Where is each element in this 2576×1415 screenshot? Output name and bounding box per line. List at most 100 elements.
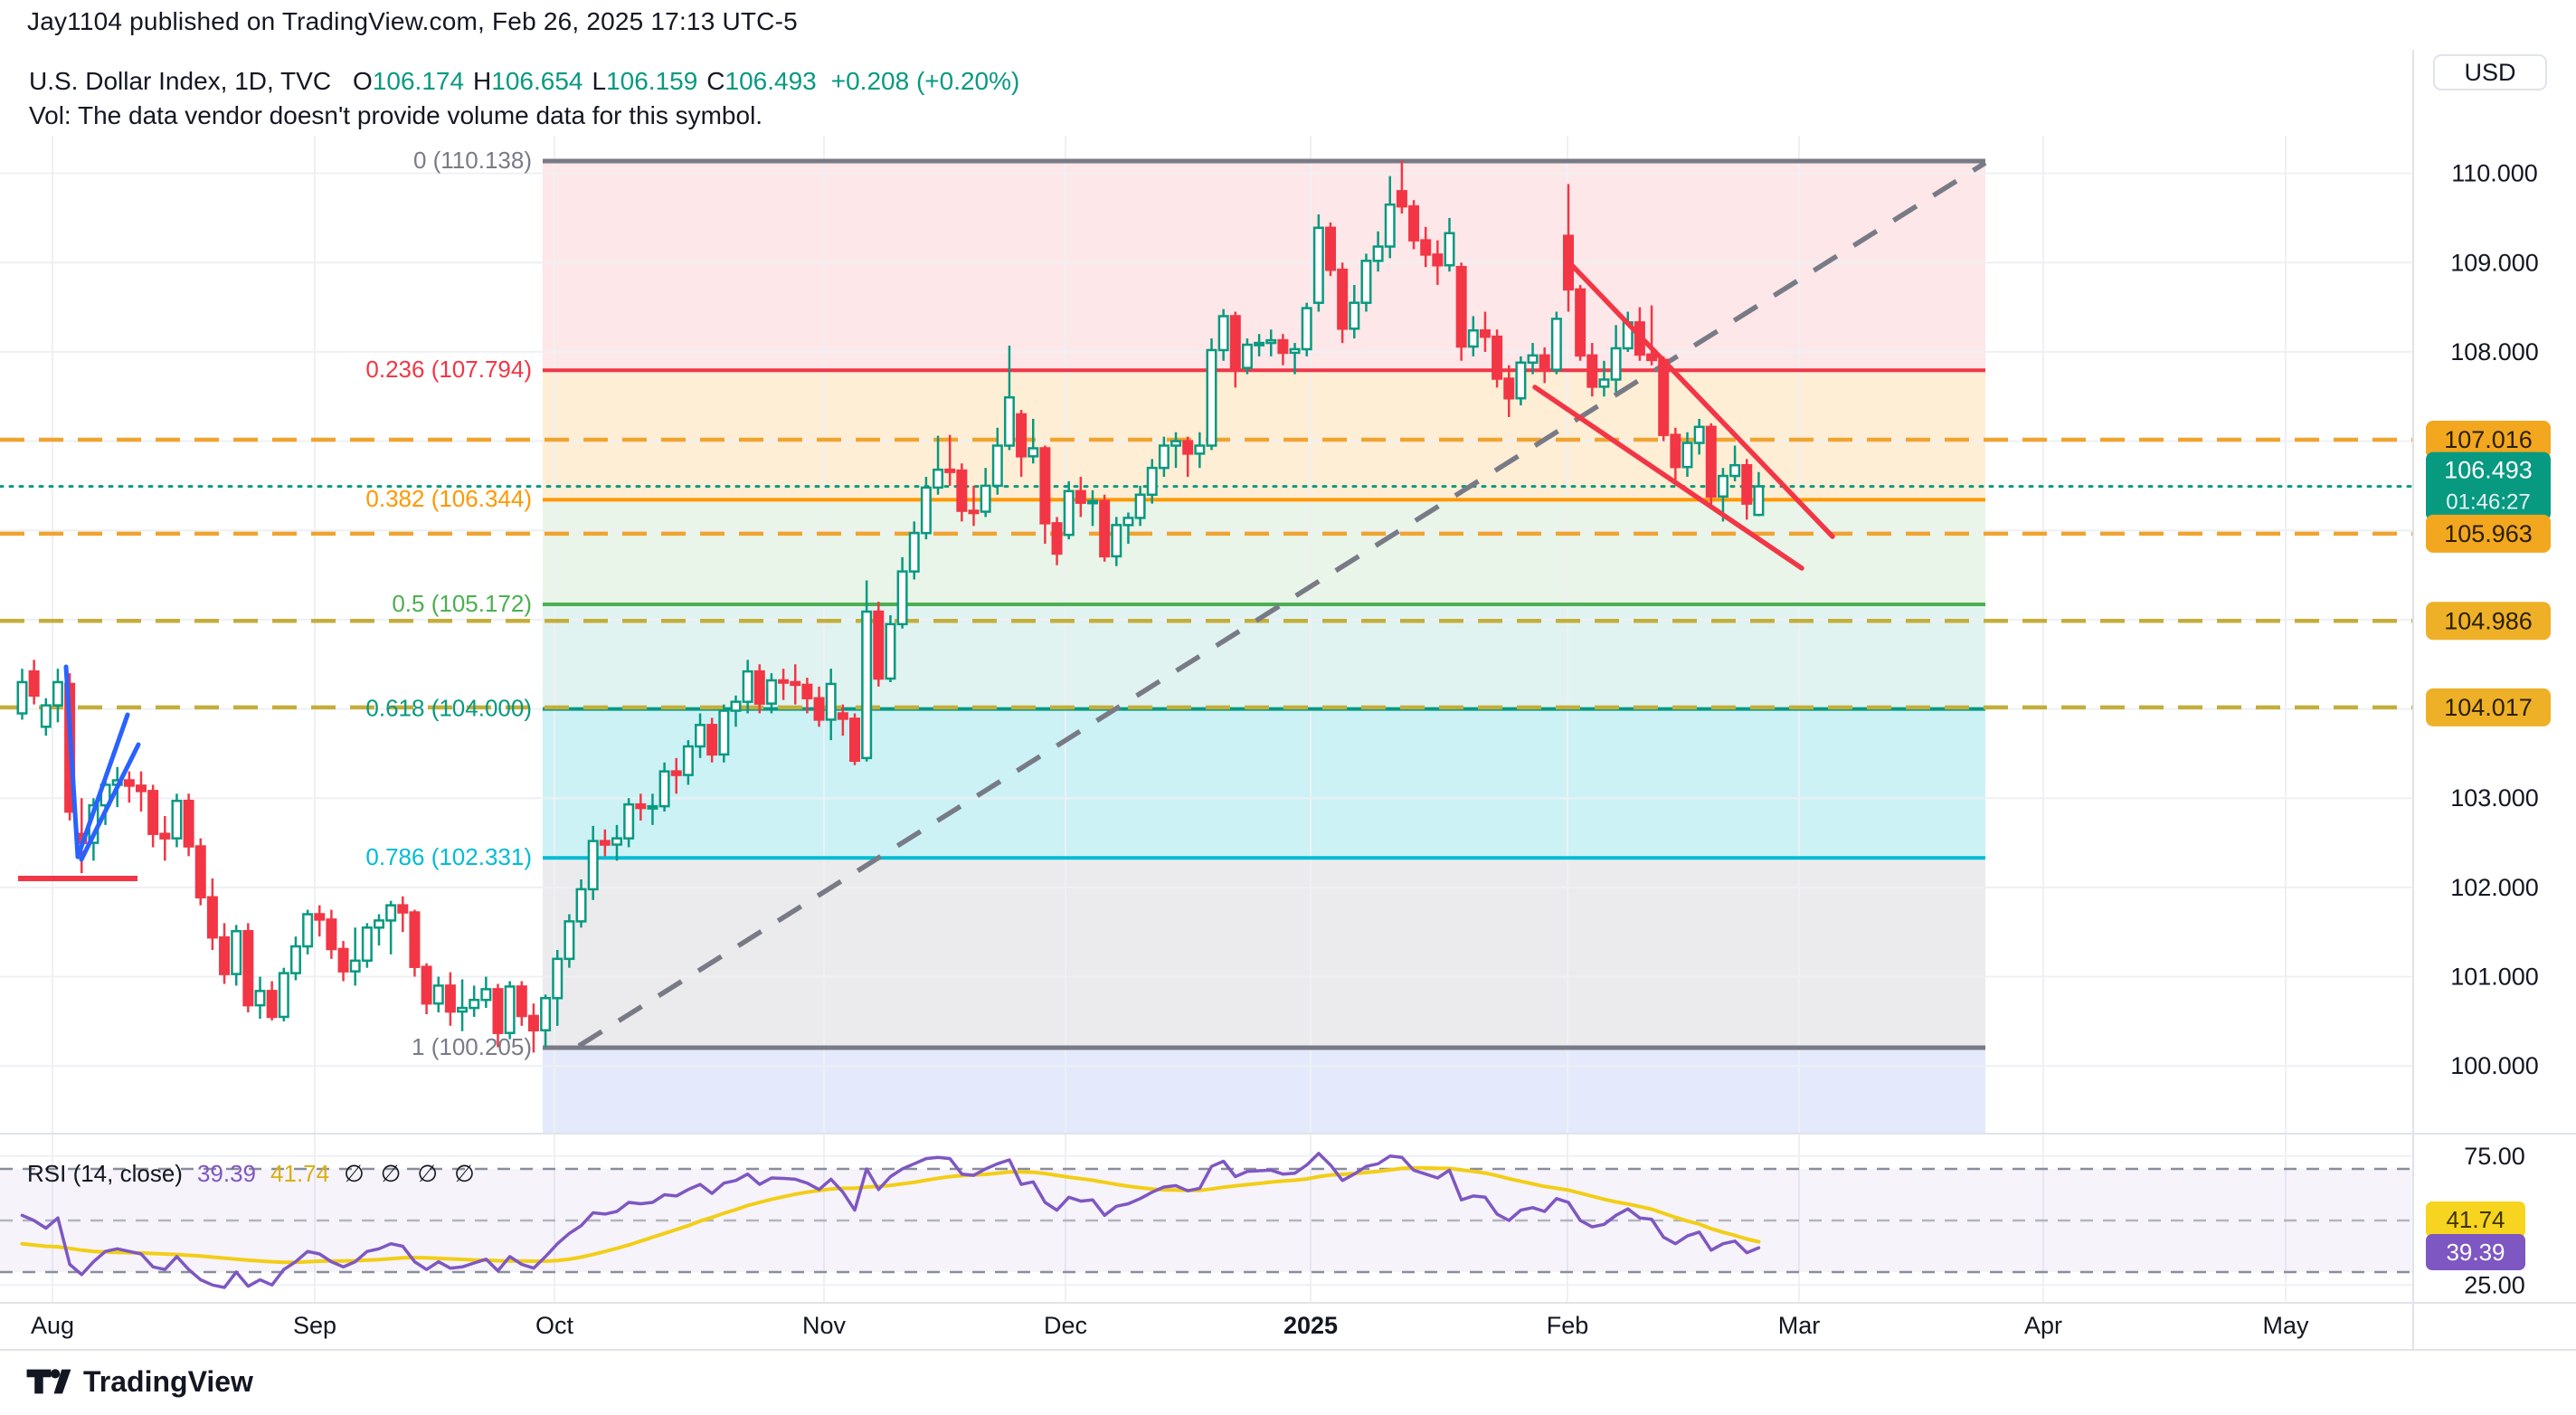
candle [1670,433,1681,469]
attribution-text: Jay1104 published on TradingView.com, Fe… [27,7,798,35]
candle [1349,301,1360,330]
rsi-title[interactable]: RSI (14, close) [27,1160,183,1187]
candle [1063,489,1075,537]
candle [1217,315,1229,352]
candle [1289,347,1301,355]
wedge-trendline [1532,385,1804,571]
candle [374,919,384,929]
candle [944,468,956,473]
candle [1432,253,1444,267]
candle [682,745,694,776]
tradingview-brand-name: TradingView [83,1364,253,1398]
price-tick-label: 108.000 [2450,338,2539,366]
rsi-value-badge[interactable]: 41.74 [2426,1201,2525,1238]
candle [1455,265,1467,348]
candle [1658,358,1670,436]
candle [587,840,599,891]
month-label: Sep [293,1312,336,1339]
candle [266,990,278,1019]
candle [718,709,730,756]
candle [980,484,991,513]
change-value: +0.208 (+0.20%) [830,67,1020,95]
candle [730,700,742,712]
candle [1194,444,1206,455]
svg-text:0.786 (102.331): 0.786 (102.331) [365,843,532,870]
candle [171,799,183,840]
price-line-badge[interactable]: 105.963 [2426,514,2551,553]
candle [516,985,527,1018]
candle [825,682,837,721]
candle [480,988,492,1002]
price-line-badge[interactable]: 104.986 [2426,602,2551,641]
svg-text:0 (110.138): 0 (110.138) [413,147,532,174]
candle [1241,343,1253,369]
candle [991,444,1003,488]
candle [136,784,147,793]
candle [861,610,873,760]
svg-text:0.236 (107.794): 0.236 (107.794) [365,356,532,383]
candle [778,679,790,684]
trendline-dashed[interactable] [577,160,1987,1049]
candle [837,712,848,720]
month-label: Nov [802,1312,847,1339]
symbol-title[interactable]: U.S. Dollar Index, 1D, TVC [29,67,332,95]
candle [52,680,63,707]
candle [1646,353,1658,362]
candle [695,724,706,748]
candle [492,988,504,1034]
fib-bands [543,161,1985,1134]
candle [813,697,825,721]
candle [1598,378,1610,388]
candle [1146,466,1158,497]
candles [16,160,1765,1053]
candle [1265,338,1277,345]
candle [1039,447,1051,525]
time-scale[interactable]: Aug Sep Oct Nov Dec 2025 Feb Mar Apr May [31,1312,2309,1339]
candle [1729,463,1741,478]
usd-button[interactable]: USD [2433,54,2547,90]
user-drawings[interactable] [18,256,1835,881]
rsi-pane [0,1152,2413,1289]
candle [1527,354,1539,365]
candle [670,770,682,776]
candle [1693,425,1705,444]
candle [40,704,52,728]
rsi-legend: RSI (14, close) 39.39 41.74 ∅ ∅ ∅ ∅ [27,1160,477,1188]
price-line-badge[interactable]: 107.016 [2426,421,2551,460]
rsi-ma-value: 41.74 [270,1160,330,1187]
volume-note: Vol: The data vendor doesn't provide vol… [29,101,763,129]
candle [1586,354,1598,388]
current-price-badge[interactable]: 106.493 01:46:27 [2426,451,2551,521]
svg-text:0.382 (106.344): 0.382 (106.344) [365,485,532,512]
tradingview-branding[interactable]: TradingView [25,1363,253,1401]
candle [527,1014,539,1032]
price-scale[interactable]: 110.000 109.000 108.000 103.000 102.000 101.0… [2426,160,2551,1080]
candle [1717,474,1728,499]
candle [385,904,397,922]
rsi-line [20,1152,1761,1289]
month-label: 2025 [1283,1312,1338,1339]
rsi-value: 39.39 [196,1160,257,1187]
candle [1396,190,1407,208]
candle [1254,341,1265,347]
candle [1016,413,1028,458]
price-line-badge[interactable]: 104.017 [2426,688,2551,726]
close-value: 106.493 [724,67,817,95]
candle [1575,288,1586,357]
candle [575,888,587,923]
candle [1539,354,1550,371]
candle [397,904,409,914]
candle [873,610,885,680]
candle [254,990,266,1007]
price-tick-label: 102.000 [2450,874,2539,901]
badge-price-text: 104.017 [2444,694,2533,721]
rsi-scale[interactable]: 75.00 25.00 41.74 39.39 [2426,1143,2525,1299]
candle [326,918,337,951]
candle [1503,377,1515,400]
month-label: Feb [1547,1312,1589,1339]
rsi-value-badge[interactable]: 39.39 [2426,1234,2525,1270]
candle [159,832,171,840]
price-tick-label: 100.000 [2450,1052,2539,1079]
